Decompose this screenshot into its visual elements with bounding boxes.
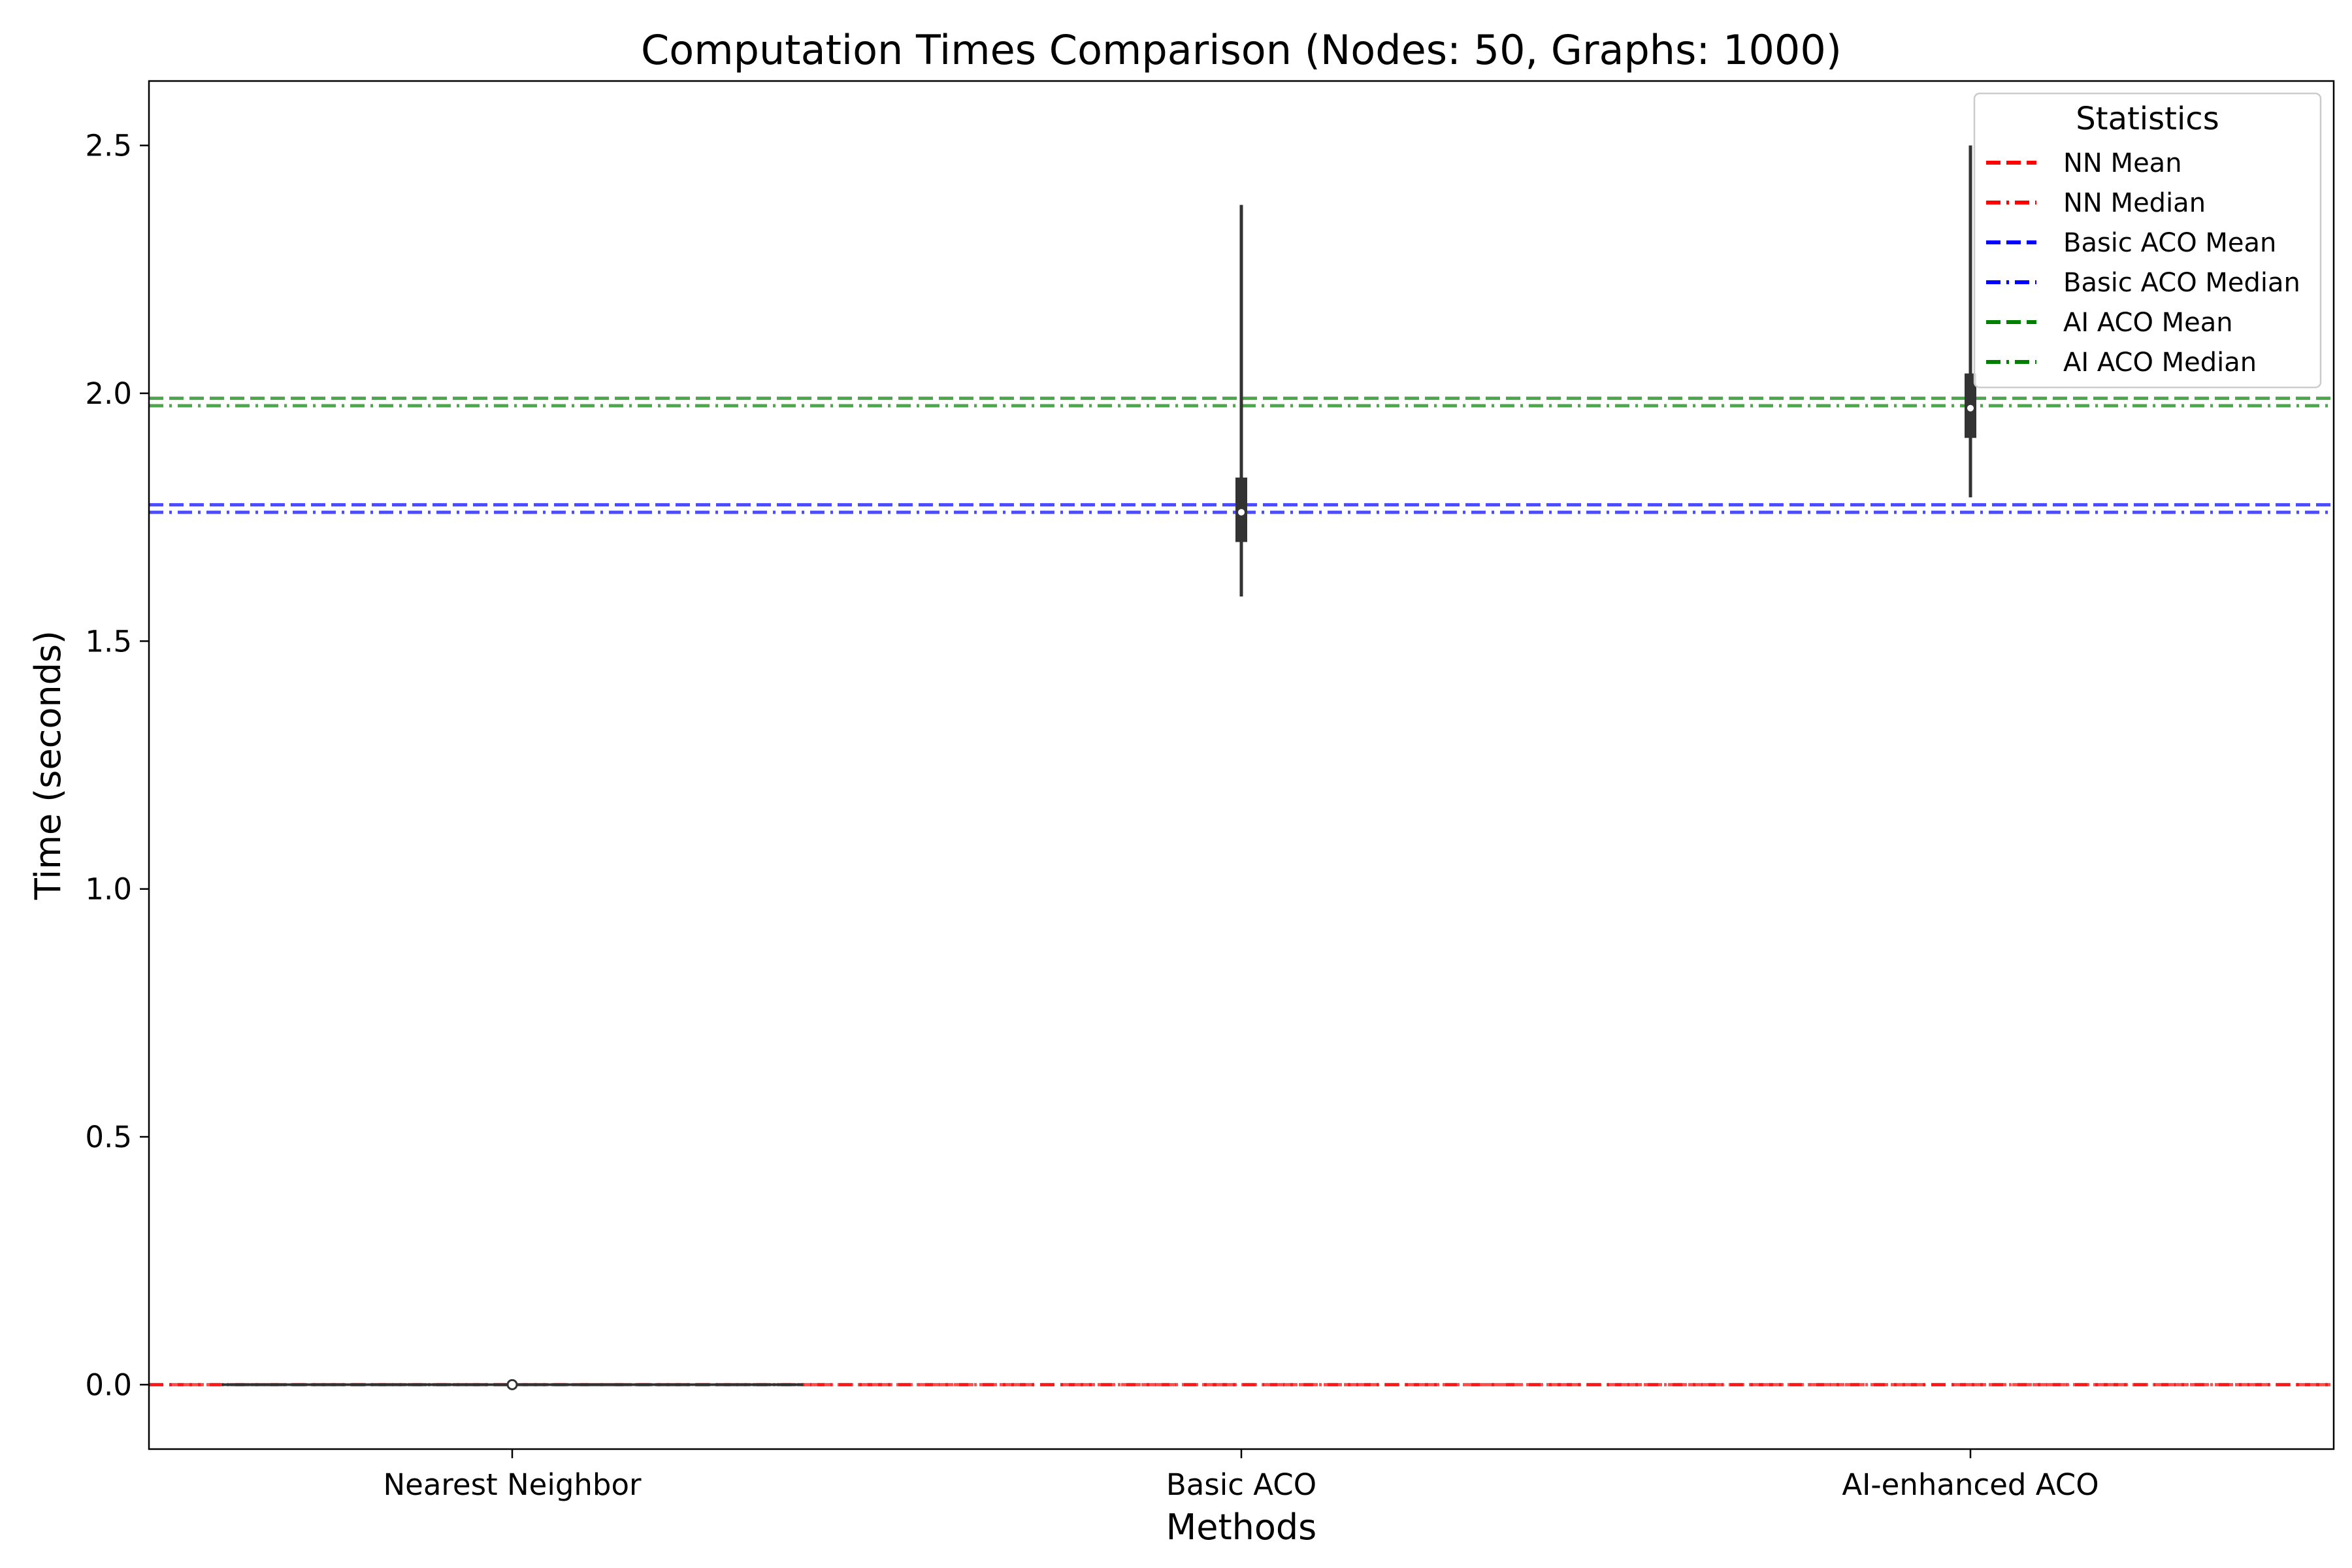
y-axis: 0.0 0.5 1.0 1.5 2.0 2.5	[85, 129, 149, 1402]
legend-box	[1973, 92, 2322, 389]
legend-label-1: NN Median	[2063, 188, 2206, 218]
chart-title: Computation Times Comparison (Nodes: 50,…	[641, 26, 1842, 74]
legend-label-2: Basic ACO Mean	[2063, 228, 2276, 258]
legend-label-4: AI ACO Mean	[2063, 308, 2233, 338]
y-tick-label-3: 1.5	[85, 624, 132, 659]
legend-label-3: Basic ACO Median	[2063, 268, 2300, 298]
violin-median-1	[1238, 509, 1245, 516]
y-tick-label-5: 2.5	[85, 129, 132, 163]
x-tick-label-0: Nearest Neighbor	[383, 1467, 642, 1502]
x-axis: Nearest Neighbor Basic ACO AI-enhanced ACO	[383, 1449, 2099, 1502]
y-tick-label-0: 0.0	[85, 1367, 132, 1402]
legend-title: Statistics	[2076, 101, 2219, 137]
x-axis-label: Methods	[1166, 1507, 1317, 1548]
y-axis-label: Time (seconds)	[27, 630, 69, 900]
y-tick-label-2: 1.0	[85, 872, 132, 907]
y-tick-label-4: 2.0	[85, 376, 132, 411]
legend: Statistics NN Mean NN Median Basic ACO Mea…	[1973, 92, 2322, 389]
legend-label-0: NN Mean	[2063, 148, 2182, 178]
violin-median-2	[1967, 404, 1974, 412]
x-tick-label-1: Basic ACO	[1166, 1467, 1316, 1502]
legend-entries: NN Mean NN Median Basic ACO Mean Basic ACO …	[1986, 148, 2300, 378]
x-tick-label-2: AI-enhanced ACO	[1842, 1467, 2099, 1502]
legend-label-5: AI ACO Median	[2063, 348, 2257, 378]
violin-median-0	[506, 1379, 518, 1390]
violins	[221, 145, 1976, 1390]
y-tick-label-1: 0.5	[85, 1120, 132, 1154]
